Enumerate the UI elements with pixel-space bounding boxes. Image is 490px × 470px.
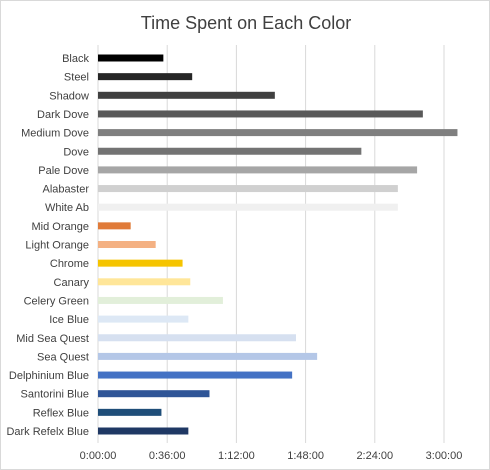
category-label: Chrome	[50, 258, 89, 270]
x-tick-label: 2:24:00	[356, 450, 393, 462]
bar-canary	[98, 278, 191, 286]
bars	[98, 54, 458, 435]
bar-dove	[98, 147, 362, 155]
x-tick-label: 1:12:00	[218, 450, 255, 462]
category-label: Steel	[64, 72, 89, 84]
bar-light-orange	[98, 241, 156, 248]
bar-shadow	[98, 91, 275, 99]
category-label: Light Orange	[25, 240, 89, 252]
bar-medium-dove	[98, 129, 458, 137]
category-label: Shadow	[49, 90, 89, 102]
category-label: Canary	[54, 277, 90, 289]
bar-mid-sea-quest	[98, 334, 296, 342]
bar-sea-quest	[98, 352, 318, 360]
bar-celery-green	[98, 296, 223, 304]
category-label: Mid Sea Quest	[16, 333, 89, 345]
category-label: Santorini Blue	[21, 389, 90, 401]
category-label: Celery Green	[24, 295, 89, 307]
bar-delphinium-blue	[98, 371, 293, 379]
bar-reflex-blue	[98, 408, 162, 416]
category-label: Reflex Blue	[33, 407, 89, 419]
category-label: Ice Blue	[49, 314, 89, 326]
bar-steel	[98, 73, 193, 81]
bar-chrome	[98, 259, 183, 267]
category-label: Sea Quest	[37, 351, 89, 363]
category-label: White Ab	[45, 202, 89, 214]
x-axis-tick-labels: 0:00:00 0:36:00 1:12:00 1:48:00 2:24:00 3:00:…	[80, 450, 463, 462]
bar-white-ab	[98, 203, 398, 211]
bar-alabaster	[98, 185, 398, 193]
category-label: Delphinium Blue	[9, 370, 89, 382]
category-label: Dove	[63, 146, 89, 158]
x-tick-label: 1:48:00	[287, 450, 324, 462]
bar-pale-dove	[98, 166, 418, 174]
bar-dark-refelx-blue	[98, 427, 189, 435]
category-label: Dark Dove	[37, 109, 89, 121]
bar-mid-orange	[98, 222, 131, 230]
x-tick-label: 0:00:00	[80, 450, 117, 462]
bar-dark-dove	[98, 110, 423, 118]
category-labels: Black Steel Shadow Dark Dove Medium Dove Dove…	[6, 53, 89, 438]
bar-black	[98, 54, 164, 62]
category-label: Alabaster	[43, 184, 90, 196]
bar-santorini-blue	[98, 390, 210, 398]
category-label: Medium Dove	[21, 128, 89, 140]
category-label: Black	[62, 53, 89, 65]
x-tick-label: 0:36:00	[149, 450, 186, 462]
chart-title: Time Spent on Each Color	[141, 13, 351, 33]
x-tick-label: 3:00:00	[426, 450, 463, 462]
category-label: Mid Orange	[32, 221, 89, 233]
category-label: Dark Refelx Blue	[6, 426, 89, 438]
category-label: Pale Dove	[38, 165, 89, 177]
bar-ice-blue	[98, 315, 189, 323]
